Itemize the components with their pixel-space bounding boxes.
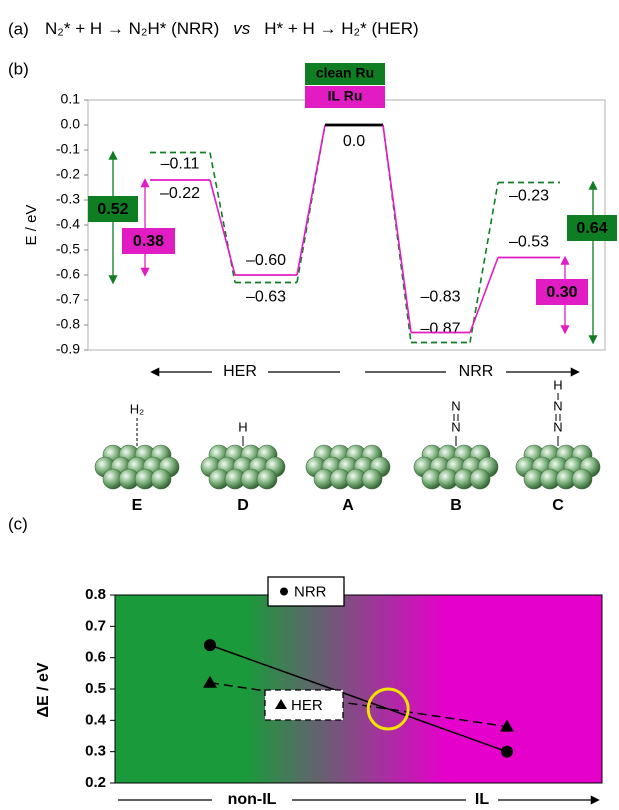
adsorbate-atom: H₂ xyxy=(130,401,144,416)
y-tick-label: 0.5 xyxy=(85,680,106,697)
surface-atom xyxy=(362,469,382,489)
panel-label: (c) xyxy=(8,514,28,533)
y-tick-label: 0.3 xyxy=(85,743,106,760)
panel-label: (b) xyxy=(8,59,29,78)
value-label: –0.23 xyxy=(509,188,549,205)
adsorbate-atom: N xyxy=(553,419,562,434)
legend-label: NRR xyxy=(294,583,327,600)
surface-atom xyxy=(151,469,171,489)
value-label: –0.11 xyxy=(161,156,200,173)
y-tick-label: 0.1 xyxy=(61,91,81,107)
page: (a) N₂* + H → N₂H* (NRR) vs H* + H → H₂* (… xyxy=(0,0,619,810)
value-label: –0.53 xyxy=(509,234,549,251)
connector xyxy=(470,258,498,333)
surface-atom xyxy=(257,469,277,489)
state-label: D xyxy=(237,497,249,514)
equation-left: N₂* + H → N₂H* (NRR) xyxy=(45,19,219,38)
surface-atom xyxy=(572,469,592,489)
value-label: 0.0 xyxy=(343,133,365,150)
y-tick-label: 0.4 xyxy=(85,711,107,728)
connector xyxy=(470,183,498,343)
legend-label: IL Ru xyxy=(328,88,363,104)
pathway-label: NRR xyxy=(459,363,494,380)
y-tick-label: -0.1 xyxy=(56,141,80,157)
y-tick-label: 0.0 xyxy=(61,116,81,132)
state-label: A xyxy=(342,497,354,514)
figure: (a) N₂* + H → N₂H* (NRR) vs H* + H → H₂* (… xyxy=(0,0,619,810)
value-label: –0.60 xyxy=(246,252,286,269)
y-tick-label: -0.5 xyxy=(56,241,80,257)
adsorbate-atom: N xyxy=(451,398,460,413)
y-axis-label: ΔE / eV xyxy=(35,662,52,717)
panel-label: (a) xyxy=(8,19,29,38)
y-tick-label: -0.7 xyxy=(56,291,80,307)
y-tick-label: -0.2 xyxy=(56,166,80,182)
y-tick-label: -0.4 xyxy=(56,216,80,232)
barrier-label: 0.52 xyxy=(97,201,128,218)
surface-atom xyxy=(470,469,490,489)
plot-background xyxy=(115,595,602,783)
adsorbate-atom: N xyxy=(553,398,562,413)
legend-label: HER xyxy=(291,697,323,714)
y-tick-label: -0.3 xyxy=(56,191,80,207)
y-axis-label: E / eV xyxy=(23,205,40,246)
data-point xyxy=(501,746,513,758)
connector xyxy=(297,125,325,275)
y-tick-label: 0.2 xyxy=(85,774,106,791)
state-label: C xyxy=(552,497,564,514)
value-label: –0.22 xyxy=(160,185,200,202)
y-tick-label: -0.8 xyxy=(56,316,80,332)
y-tick-label: 0.6 xyxy=(85,649,106,666)
x-category-label: IL xyxy=(475,791,489,808)
connector xyxy=(383,125,411,333)
y-tick-label: 0.7 xyxy=(85,617,106,634)
equation-vs: vs xyxy=(233,19,251,38)
legend-marker xyxy=(280,588,288,596)
value-label: –0.87 xyxy=(420,321,460,338)
adsorbate-atom: H xyxy=(553,377,562,392)
value-label: –0.63 xyxy=(246,289,286,306)
connector xyxy=(210,180,235,275)
barrier-label: 0.30 xyxy=(546,284,577,301)
y-tick-label: 0.8 xyxy=(85,586,106,603)
adsorbate-atom: N xyxy=(451,419,460,434)
barrier-label: 0.64 xyxy=(576,220,607,237)
value-label: –0.83 xyxy=(420,289,460,306)
equation: N₂* + H → N₂H* (NRR) vs H* + H → H₂* (HER) xyxy=(45,19,419,38)
pathway-label: HER xyxy=(223,363,257,380)
state-label: B xyxy=(450,497,462,514)
legend-label: clean Ru xyxy=(316,65,374,81)
state-label: E xyxy=(132,497,143,514)
barrier-label: 0.38 xyxy=(133,233,164,250)
x-category-label: non-IL xyxy=(228,791,277,808)
equation-right: H* + H → H₂* (HER) xyxy=(264,19,418,38)
y-tick-label: -0.9 xyxy=(56,341,80,357)
data-point xyxy=(204,639,216,651)
adsorbate-atom: H xyxy=(238,419,247,434)
y-tick-label: -0.6 xyxy=(56,266,80,282)
